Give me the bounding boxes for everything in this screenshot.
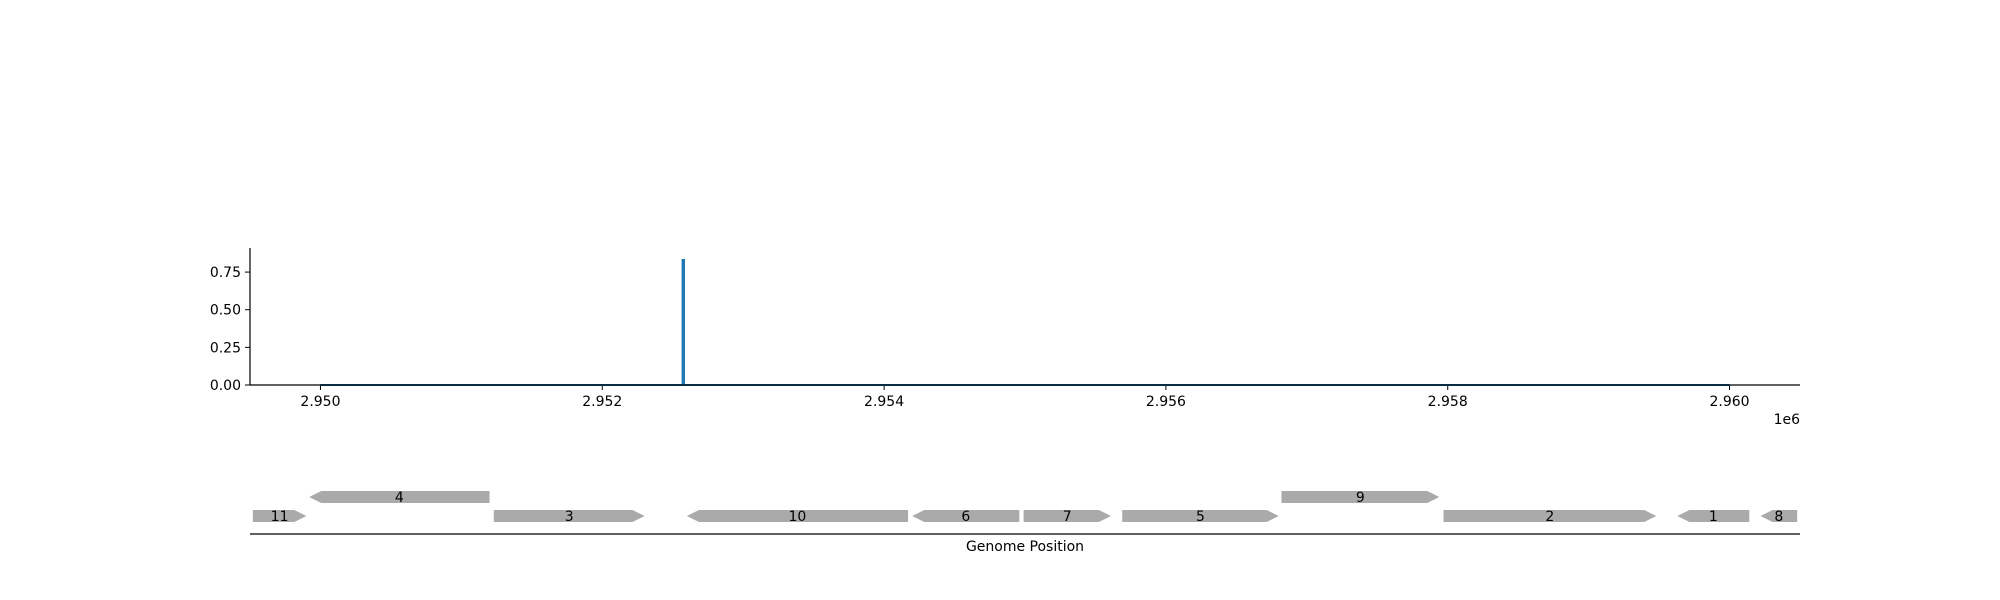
x-tick-label: 2.956 bbox=[1146, 394, 1186, 410]
x-tick-label: 2.950 bbox=[300, 394, 340, 410]
gene-arrow bbox=[252, 510, 307, 522]
x-tick-label: 2.952 bbox=[582, 394, 622, 410]
gene-label: 10 bbox=[789, 509, 807, 525]
gene-label: 7 bbox=[1063, 509, 1072, 525]
y-axis: 0.00 0.25 0.50 0.75 bbox=[210, 265, 250, 394]
gene-label: 5 bbox=[1196, 509, 1205, 525]
gene-arrow bbox=[1760, 510, 1798, 522]
gene-arrow bbox=[309, 491, 490, 503]
y-tick-label: 0.25 bbox=[210, 340, 241, 356]
gene-label: 11 bbox=[271, 509, 289, 525]
gene-label: 8 bbox=[1774, 509, 1783, 525]
x-tick-label: 2.958 bbox=[1428, 394, 1468, 410]
gene-label: 9 bbox=[1356, 490, 1365, 506]
gene-arrow bbox=[912, 510, 1020, 522]
gene-label: 4 bbox=[395, 490, 404, 506]
gene-arrow bbox=[1677, 510, 1750, 522]
x-axis: 2.950 2.952 2.954 2.956 2.958 2.960 bbox=[300, 385, 1750, 410]
x-axis-offset-label: 1e6 bbox=[1774, 412, 1801, 428]
gene-label: 6 bbox=[961, 509, 970, 525]
y-tick-label: 0.50 bbox=[210, 303, 241, 319]
y-tick-label: 0.00 bbox=[210, 378, 241, 394]
gene-label: 3 bbox=[565, 509, 574, 525]
gene-arrow bbox=[493, 510, 645, 522]
gene-arrow bbox=[1443, 510, 1657, 522]
gene-arrow bbox=[1281, 491, 1440, 503]
gene-arrow bbox=[1023, 510, 1111, 522]
coverage-series bbox=[320, 259, 1730, 386]
coverage-axes: 0.000.250.500.75 2.950 2.952 2.954 2.956 2.9… bbox=[210, 248, 1800, 428]
gene-features: 11 4 3 10 6 7 5 9 2 1 8 bbox=[252, 490, 1798, 525]
x-axis-label: Genome Position bbox=[966, 539, 1084, 555]
gene-arrow bbox=[686, 510, 909, 522]
gene-label: 2 bbox=[1545, 509, 1554, 525]
coverage-line bbox=[320, 259, 1730, 386]
x-tick-label: 2.960 bbox=[1709, 394, 1749, 410]
x-tick-label: 2.954 bbox=[864, 394, 904, 410]
y-tick-label: 0.75 bbox=[210, 265, 241, 281]
gene-label: 1 bbox=[1709, 509, 1718, 525]
gene-track: 11 4 3 10 6 7 5 9 2 1 8 Genome Position bbox=[250, 490, 1800, 555]
gene-arrow bbox=[1122, 510, 1279, 522]
